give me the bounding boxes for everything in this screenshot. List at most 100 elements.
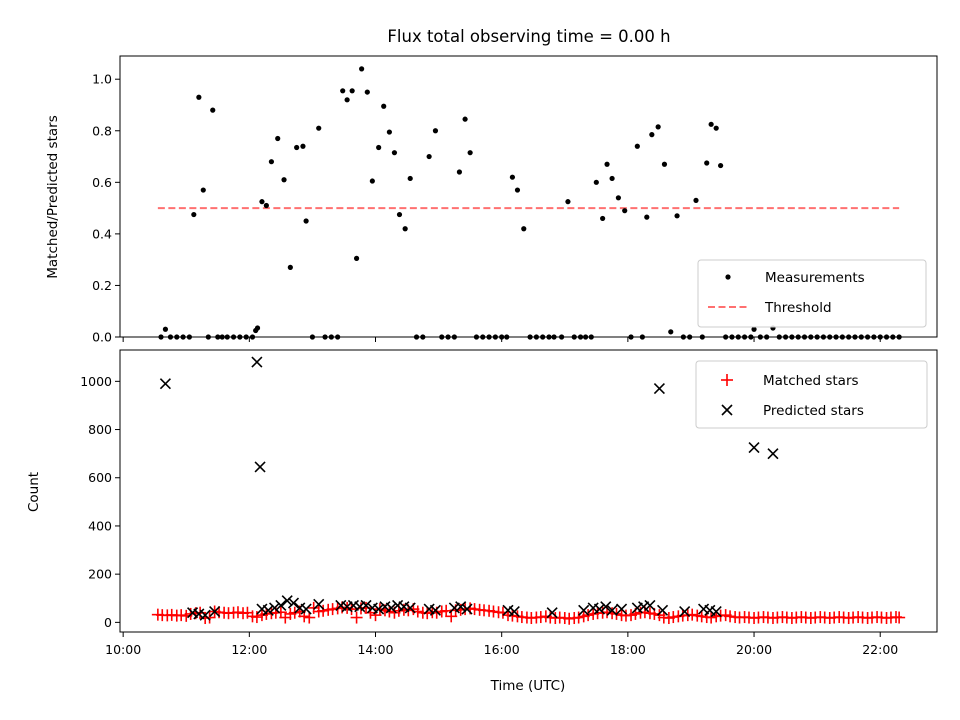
measurement-point [275, 135, 281, 142]
measurement-point [644, 214, 650, 220]
measurement-point [704, 160, 710, 166]
measurement-point [661, 161, 668, 167]
predicted-stars-point [385, 602, 397, 614]
top-axes-frame [119, 55, 938, 338]
predicted-stars-point [461, 603, 473, 615]
measurement-point [162, 326, 169, 332]
predicted-stars-point [254, 461, 266, 473]
measurement-point [396, 211, 403, 218]
measurement-point [369, 178, 375, 184]
top-y-ticks: 0.0 0.2 0.4 0.6 0.8 1.0 [92, 72, 120, 345]
measurement-point [467, 150, 473, 156]
matched-stars-point [705, 611, 718, 624]
measurement-point [426, 153, 432, 160]
predicted-stars-point [199, 609, 211, 621]
predicted-stars-point [656, 604, 669, 616]
matched-stars-point [496, 606, 509, 619]
measurement-point [593, 179, 599, 185]
measurement-point [300, 143, 306, 149]
bottom-y-tick-label: 800 [88, 422, 112, 437]
predicted-stars-point [275, 599, 287, 612]
matched-stars-point [893, 611, 906, 624]
top-y-axis-label: Matched/Predicted stars [45, 115, 61, 278]
measurement-point [287, 264, 293, 270]
measurement-point [713, 125, 719, 131]
top-y-tick-label: 0.6 [92, 175, 112, 190]
predicted-stars-point [508, 605, 520, 618]
bottom-legend-box [695, 360, 928, 429]
top-y-tick-label: 0.0 [92, 330, 112, 345]
top-y-tick-label: 1.0 [92, 72, 112, 87]
measurement-point [200, 187, 206, 193]
predicted-stars-point [710, 605, 722, 618]
bottom-axes: 0 200 400 600 800 1000 10:00 12:00 14:00 16:00 18… [26, 349, 938, 694]
predicted-stars-point [455, 601, 467, 613]
measurement-point [693, 197, 699, 203]
measurement-point [386, 129, 392, 135]
predicted-stars-point [287, 597, 300, 609]
bottom-y-tick-label: 600 [88, 470, 112, 485]
measurement-point [294, 144, 300, 151]
top-x-ticks [122, 337, 881, 342]
measurement-point [191, 211, 197, 218]
measurement-point [718, 162, 724, 169]
predicted-stars-point [767, 448, 779, 460]
bottom-x-tick-label: 12:00 [231, 642, 267, 657]
matched-stars-point [445, 610, 458, 623]
predicted-stars-point [159, 378, 171, 390]
measurement-point [674, 213, 680, 219]
measurement-point [668, 329, 674, 335]
measurement-point [432, 128, 439, 134]
legend-marker-measurements [725, 274, 731, 280]
bottom-y-tick-label: 200 [88, 567, 112, 582]
measurement-point [634, 143, 640, 149]
predicted-stars-point [251, 356, 263, 368]
measurement-point [359, 66, 365, 72]
predicted-stars-point [313, 598, 325, 610]
predicted-stars-point [429, 604, 442, 616]
legend-label-threshold: Threshold [764, 300, 832, 316]
predicted-stars-point [373, 603, 385, 615]
matched-stars-point [203, 611, 216, 624]
bottom-x-tick-label: 10:00 [105, 642, 141, 657]
measurement-point [376, 144, 382, 151]
measurement-point [268, 159, 275, 165]
predicted-stars-point [593, 603, 606, 615]
bottom-x-tick-label: 22:00 [862, 642, 898, 657]
bottom-x-tick-label: 14:00 [357, 642, 393, 657]
bottom-plot-area [151, 356, 906, 625]
predicted-stars-point [615, 603, 628, 615]
measurement-point [263, 202, 269, 209]
top-chart-title: Flux total observing time = 0.00 h [387, 27, 670, 46]
measurement-point [708, 121, 714, 127]
top-y-tick-label: 0.2 [92, 278, 112, 293]
measurement-point [364, 89, 370, 95]
predicted-stars-point [679, 605, 691, 618]
measurement-point [655, 124, 661, 130]
predicted-stars-point [653, 382, 665, 395]
bottom-x-tick-label: 20:00 [736, 642, 772, 657]
measurement-point [514, 187, 521, 193]
matched-stars-point [572, 611, 585, 624]
measurement-point [407, 175, 413, 182]
measurement-point [303, 218, 309, 224]
predicted-stars-point [644, 599, 656, 612]
bottom-y-ticks: 0 200 400 600 800 1000 [80, 374, 120, 630]
measurement-point [565, 199, 571, 205]
top-y-tick-label: 0.4 [92, 226, 112, 241]
matched-stars-point [317, 604, 330, 617]
measurement-point [344, 97, 350, 103]
bottom-x-axis-label: Time (UTC) [490, 678, 566, 694]
measurement-point [751, 326, 757, 332]
legend-label-measurements: Measurements [765, 270, 865, 286]
measurement-point [196, 94, 202, 100]
bottom-axes-frame [119, 349, 938, 633]
bottom-y-axis-label: Count [26, 472, 42, 512]
matched-stars-point [350, 611, 363, 624]
bottom-x-ticks: 10:00 12:00 14:00 16:00 18:00 20:00 22:00 [105, 632, 898, 657]
bottom-y-tick-label: 1000 [80, 374, 112, 389]
measurement-point [600, 215, 606, 222]
bottom-y-tick-label: 0 [104, 615, 112, 630]
measurement-point [340, 88, 346, 94]
predicted-stars-point [281, 595, 293, 607]
